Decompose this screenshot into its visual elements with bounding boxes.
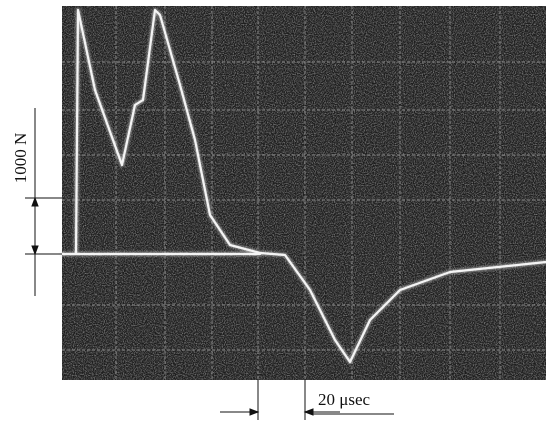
time-scale-label: 20 μsec [318,390,371,409]
trace [60,8,546,364]
force-scale-marker [25,108,62,296]
time-scale-marker [220,380,394,420]
force-scale-label: 1000 N [11,133,30,184]
screen [62,6,546,380]
grid [62,6,546,380]
